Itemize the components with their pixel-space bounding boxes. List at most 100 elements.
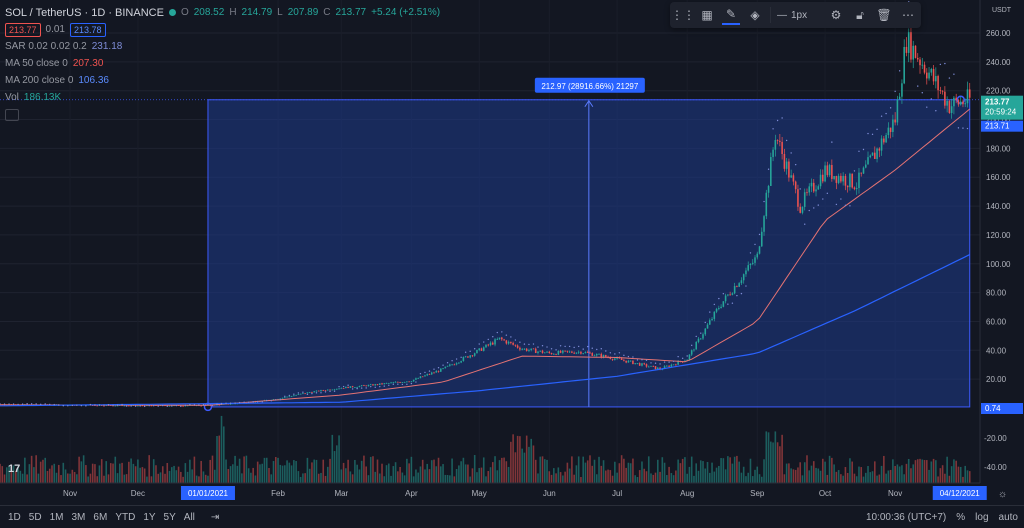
range-5d[interactable]: 5D — [28, 511, 42, 523]
indicator-sar[interactable]: SAR 0.02 0.02 0.2 231.18 — [5, 38, 440, 55]
range-ytd[interactable]: YTD — [115, 511, 136, 523]
volume-bar — [799, 462, 801, 483]
volume-bar — [925, 460, 928, 483]
candle-body — [663, 366, 666, 369]
volume-bar — [718, 465, 720, 483]
candle-body — [539, 350, 542, 352]
candle-body — [329, 389, 331, 391]
candle-body — [482, 347, 485, 351]
settings-gear-icon[interactable]: ⚙ — [830, 8, 842, 22]
clock-label[interactable]: 10:00:36 (UTC+7) — [865, 511, 947, 523]
lock-icon[interactable]: 🔓︎ — [856, 7, 864, 22]
buy-price-button[interactable]: 213.78 — [70, 22, 106, 37]
trash-icon[interactable]: 🗑︎ — [876, 8, 892, 22]
candle-body — [864, 164, 867, 168]
range-all[interactable]: All — [183, 511, 195, 523]
volume-bar — [338, 435, 340, 483]
symbol-title[interactable]: SOL / TetherUS · 1D · BINANCE — [5, 6, 164, 19]
sar-dot — [930, 98, 933, 100]
volume-bar — [94, 464, 96, 483]
candle-body — [383, 383, 386, 385]
candle-body — [543, 352, 546, 354]
range-1m[interactable]: 1M — [49, 511, 64, 523]
sar-dot — [324, 391, 327, 393]
sar-dot — [451, 360, 453, 362]
volume-bar — [733, 456, 736, 483]
range-3m[interactable]: 3M — [71, 511, 86, 523]
sar-dot — [528, 343, 530, 346]
sar-dot — [609, 352, 612, 354]
volume-bar — [437, 457, 440, 483]
candle-body — [905, 46, 908, 53]
line-color-icon[interactable]: ✎ — [722, 5, 740, 25]
candle-body — [880, 138, 883, 151]
indicator-ma200[interactable]: MA 200 close 0 106.36 — [5, 72, 440, 89]
candle-body — [959, 101, 962, 105]
indicator-vol[interactable]: Vol 186.13K — [5, 89, 440, 106]
sar-dot — [306, 393, 309, 396]
volume-bar — [611, 475, 614, 483]
log-toggle[interactable]: log — [975, 511, 989, 523]
volume-bar — [666, 475, 668, 483]
fill-color-icon[interactable]: ◈ — [750, 8, 760, 22]
templates-icon[interactable]: ▦ — [701, 8, 713, 22]
volume-bar — [17, 466, 19, 483]
auto-toggle[interactable]: auto — [998, 511, 1018, 523]
volume-bar — [213, 469, 216, 483]
candle-body — [930, 68, 933, 73]
candle-body — [469, 355, 471, 358]
percent-toggle[interactable]: % — [956, 511, 966, 523]
volume-bar — [159, 472, 162, 483]
drag-handle-icon[interactable]: ⋮⋮ — [671, 8, 695, 22]
volume-bar — [44, 457, 47, 483]
volume-bar — [871, 471, 874, 483]
candle-body — [345, 386, 347, 389]
range-5y[interactable]: 5Y — [163, 511, 176, 523]
sell-price-button[interactable]: 213.77 — [5, 22, 41, 37]
volume-bar — [3, 474, 6, 483]
open-value: 208.52 — [193, 6, 225, 18]
volume-bar — [186, 471, 189, 483]
volume-bar — [218, 435, 221, 483]
volume-bar — [582, 456, 584, 483]
candle-body — [602, 355, 605, 358]
volume-bar — [616, 472, 618, 483]
candle-body — [831, 165, 833, 179]
volume-bar — [388, 463, 390, 483]
volume-bar — [634, 475, 636, 483]
indicator-ma50[interactable]: MA 50 close 0 207.30 — [5, 55, 440, 72]
candle-body — [320, 390, 322, 392]
volume-bar — [853, 473, 856, 483]
range-1d[interactable]: 1D — [8, 511, 21, 523]
range-6m[interactable]: 6M — [93, 511, 108, 523]
candle-body — [869, 155, 872, 158]
collapse-legend-button[interactable] — [5, 108, 19, 121]
volume-bar — [469, 476, 471, 483]
axis-settings-icon[interactable]: ☼ — [998, 489, 1007, 500]
volume-bar — [817, 468, 820, 483]
candle-body — [568, 351, 571, 353]
sar-dot — [266, 399, 268, 402]
volume-bar — [896, 464, 899, 483]
volume-bar — [767, 432, 770, 483]
candle-body — [799, 206, 801, 213]
volume-bar — [627, 462, 630, 483]
range-1y[interactable]: 1Y — [143, 511, 156, 523]
goto-date-icon[interactable]: ⇥ — [210, 511, 220, 523]
candle-body — [277, 398, 279, 400]
price-axis[interactable] — [980, 0, 1024, 483]
volume-bar — [849, 458, 851, 483]
sar-dot — [722, 293, 725, 295]
sar-dot — [681, 357, 684, 359]
more-icon[interactable]: ⋯ — [902, 8, 914, 22]
y-tick-label: 80.00 — [986, 289, 1007, 298]
candle-body — [677, 360, 679, 365]
candle-body — [751, 262, 754, 264]
candle-body — [957, 100, 960, 105]
volume-bar — [758, 474, 761, 483]
volume-bar — [85, 465, 87, 483]
line-width-button[interactable]: — 1px — [777, 10, 821, 21]
volume-bar — [336, 445, 338, 483]
volume-bar — [272, 461, 275, 483]
